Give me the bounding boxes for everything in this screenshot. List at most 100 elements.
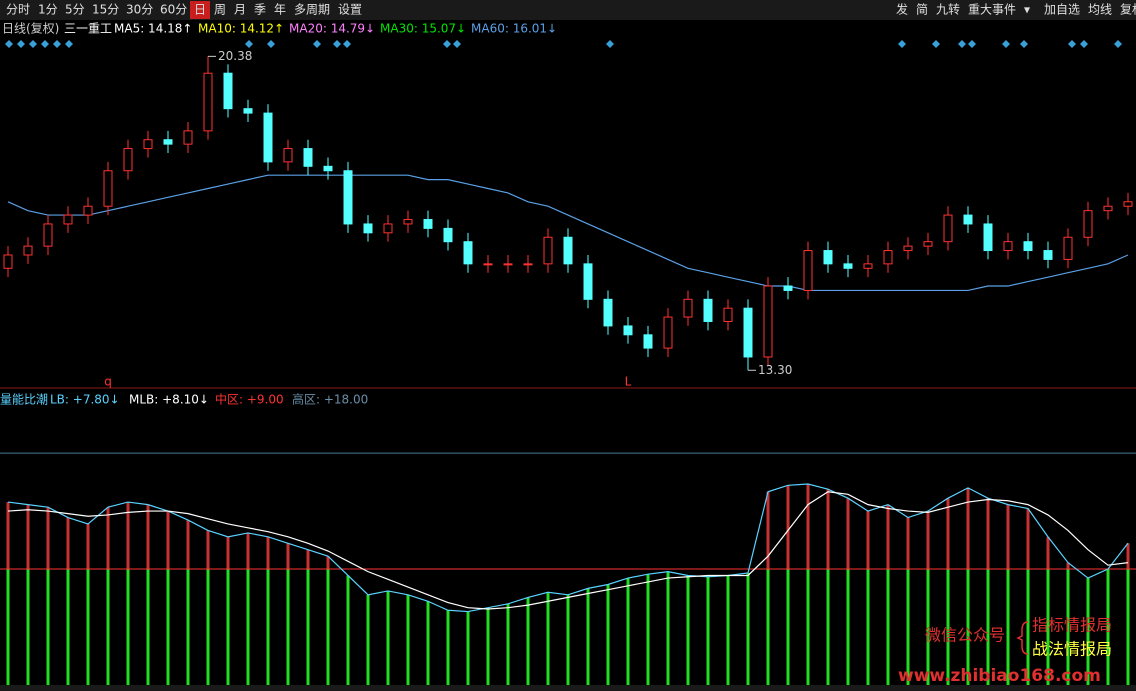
volume-bar-high <box>166 511 170 570</box>
candle-body <box>743 307 753 358</box>
candle-body <box>583 263 593 300</box>
candle-body <box>483 263 493 266</box>
indicator-legend: 中区: +9.00 <box>215 392 284 407</box>
ma-legend: MA20: 14.79↓ <box>289 22 375 36</box>
toolbar-button[interactable]: 加自选 <box>1044 3 1080 17</box>
volume-bar-high <box>966 487 970 570</box>
toolbar-tab[interactable]: 5分 <box>65 3 85 17</box>
volume-bar-high <box>66 517 70 570</box>
candle-body <box>123 148 133 172</box>
volume-bar-high <box>846 498 850 570</box>
toolbar-button[interactable]: 复权 <box>1120 3 1136 17</box>
toolbar-tab[interactable]: 月 <box>234 3 246 17</box>
volume-bar-low <box>386 590 390 685</box>
volume-bar-high <box>866 511 870 570</box>
volume-bar-low <box>1026 569 1030 685</box>
volume-bar-high <box>1026 508 1030 570</box>
volume-bar-low <box>426 601 430 685</box>
candle-body <box>603 298 613 327</box>
candle-body <box>503 263 513 266</box>
price-annotation: 13.30 <box>758 363 792 377</box>
volume-bar-low <box>26 569 30 685</box>
toolbar <box>0 0 1136 20</box>
toolbar-tab[interactable]: 日 <box>194 3 206 17</box>
ma-legend: MA60: 16.01↓ <box>471 22 557 36</box>
candle-body <box>563 236 573 265</box>
volume-bar-low <box>106 569 110 685</box>
watermark-url: www.zhibiao168.com <box>898 666 1101 686</box>
toolbar-button[interactable]: 重大事件 <box>968 3 1016 17</box>
volume-bar-high <box>126 502 130 570</box>
volume-bar-high <box>146 504 150 570</box>
toolbar-tab[interactable]: 设置 <box>338 3 362 17</box>
volume-bar-high <box>226 536 230 570</box>
volume-bar-low <box>686 575 690 685</box>
volume-bar-high <box>786 485 790 570</box>
volume-bar-low <box>1086 578 1090 685</box>
toolbar-button[interactable]: 简 <box>916 3 928 17</box>
volume-bar-low <box>406 594 410 685</box>
volume-bar-low <box>886 569 890 685</box>
volume-bar-high <box>186 520 190 570</box>
candle-body <box>1043 250 1053 260</box>
volume-bar-low <box>626 578 630 685</box>
volume-bar-low <box>186 569 190 685</box>
toolbar-tab[interactable]: 季 <box>254 3 266 17</box>
toolbar-tab[interactable]: 1分 <box>38 3 58 17</box>
candle-body <box>843 263 853 269</box>
volume-bar-low <box>846 569 850 685</box>
volume-bar-high <box>6 502 10 570</box>
candle-body <box>283 148 293 163</box>
volume-bar-low <box>986 569 990 685</box>
volume-bar-low <box>606 584 610 685</box>
toolbar-tab[interactable]: 分时 <box>6 3 30 17</box>
candle-body <box>703 298 713 322</box>
volume-bar-low <box>586 588 590 685</box>
signal-diamonds <box>5 40 1122 48</box>
candle-body <box>903 245 913 252</box>
candle-body <box>303 148 313 167</box>
candle-body <box>1003 241 1013 252</box>
watermark-label: 微信公众号 <box>925 626 1005 645</box>
toolbar-tab[interactable]: 15分 <box>92 3 119 17</box>
volume-bar-high <box>806 484 810 570</box>
stock-name: 三一重工 <box>64 22 112 36</box>
volume-bar-low <box>666 571 670 685</box>
candle-body <box>83 205 93 216</box>
toolbar-tab[interactable]: 周 <box>214 3 226 17</box>
candle-body <box>463 241 473 265</box>
volume-bar-high <box>246 532 250 570</box>
candle-body <box>943 214 953 243</box>
ma-legend: MA5: 14.18↑ <box>114 22 192 36</box>
candle-body <box>1063 236 1073 260</box>
candle-body <box>643 334 653 349</box>
watermark-brace <box>1016 621 1029 655</box>
toolbar-button[interactable]: 发 <box>896 2 908 17</box>
candle-body <box>23 245 33 256</box>
volume-bar-low <box>146 569 150 685</box>
volume-bar-low <box>966 569 970 685</box>
toolbar-tab[interactable]: 30分 <box>126 3 153 17</box>
toolbar-button[interactable]: ▾ <box>1024 3 1030 17</box>
toolbar-button[interactable]: 九转 <box>936 2 960 17</box>
volume-bar-low <box>1106 569 1110 685</box>
candle-body <box>863 263 873 269</box>
volume-bar-low <box>346 575 350 685</box>
candle-body <box>963 214 973 225</box>
toolbar-tab[interactable]: 多周期 <box>294 3 330 17</box>
volume-bar-low <box>166 569 170 685</box>
indicator-line <box>7 483 1129 613</box>
volume-bar-low <box>66 569 70 685</box>
volume-bar-low <box>706 576 710 685</box>
candle-body <box>1123 201 1133 207</box>
toolbar-button[interactable]: 均线 <box>1088 3 1112 17</box>
signal-marker: L <box>625 375 632 389</box>
candle-body <box>203 72 213 132</box>
volume-bar-high <box>286 543 290 570</box>
volume-bar-low <box>366 594 370 685</box>
volume-bar-high <box>106 507 110 570</box>
candle-body <box>1023 241 1033 252</box>
toolbar-tab[interactable]: 年 <box>274 3 286 17</box>
toolbar-tab[interactable]: 60分 <box>160 3 187 17</box>
candle-body <box>323 165 333 172</box>
